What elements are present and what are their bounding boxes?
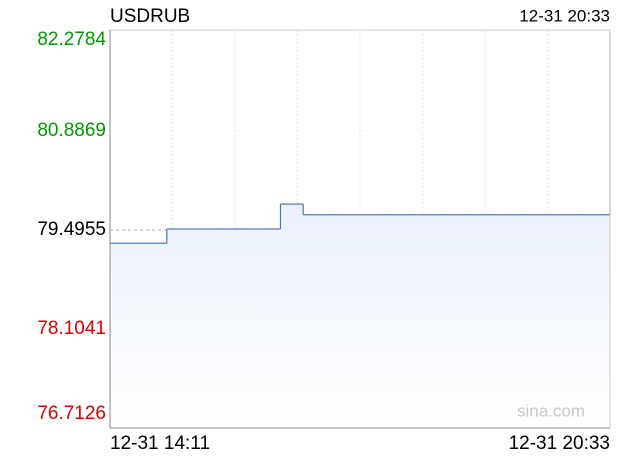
timestamp: 12-31 20:33	[519, 6, 610, 25]
chart-title: USDRUB	[110, 6, 190, 27]
x-tick-label: 12-31 14:11	[110, 433, 210, 454]
y-tick-label: 80.8869	[37, 120, 106, 141]
area-fill	[110, 32, 610, 428]
y-tick-label: 76.7126	[37, 403, 106, 424]
y-tick-label: 82.2784	[37, 29, 106, 50]
y-tick-label: 79.4955	[37, 219, 106, 240]
y-tick-label: 78.1041	[37, 318, 106, 339]
watermark: sina.com	[517, 401, 585, 420]
x-tick-label: 12-31 20:33	[509, 433, 610, 454]
